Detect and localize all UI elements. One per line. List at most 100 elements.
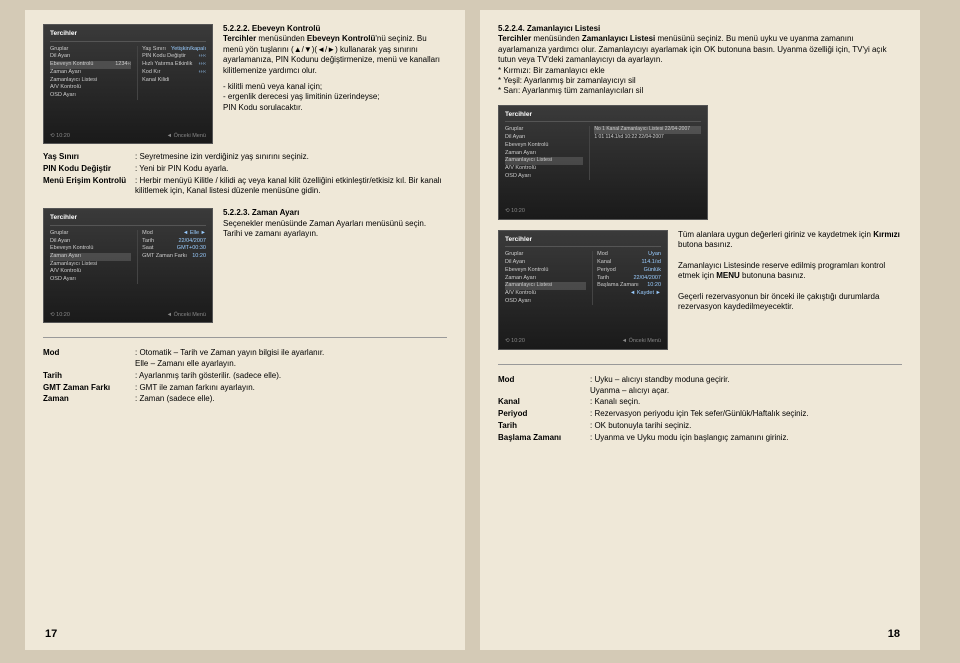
def-key: GMT Zaman Farkı xyxy=(43,383,135,394)
body-522: Tercihler menüsünden Ebeveyn Kontrolü'nü… xyxy=(223,34,447,76)
def-key: PIN Kodu Değiştir xyxy=(43,164,135,175)
list-row: 1 01 114.1/ıd 10:22 22/04-2007 xyxy=(594,134,701,142)
shot-title: Tercihler xyxy=(505,110,701,123)
heading-523: 5.2.2.3. Zaman Ayarı xyxy=(223,208,299,217)
shot-title: Tercihler xyxy=(505,235,661,248)
def-key: Zaman xyxy=(43,394,135,405)
section-522: Tercihler GruplarDil AyarıEbeveyn Kontro… xyxy=(43,24,447,144)
menu-item: OSD Ayarı xyxy=(505,173,583,181)
list-header: No 1 Kanal Zamanlayıcı Listesi 22/04-200… xyxy=(594,126,701,134)
menu-item: Ebeveyn Kontrolü1234‹‹ xyxy=(50,61,131,69)
submenu-item: SaatGMT+00:30 xyxy=(142,245,206,253)
submenu-item: Yaş SınırıYetişkin/kapalı xyxy=(142,46,206,54)
screenshot-parental: Tercihler GruplarDil AyarıEbeveyn Kontro… xyxy=(43,24,213,144)
submenu-item: Başlama Zamanı10:20 xyxy=(597,282,661,290)
def-key: Periyod xyxy=(498,409,590,420)
menu-item: Zamanlayıcı Listesi xyxy=(505,157,583,165)
submenu-item: Hızlı Yatırma Etkinlik‹‹‹‹ xyxy=(142,61,206,69)
menu-item: Zamanlayıcı Listesi xyxy=(505,282,586,290)
submenu-item: GMT Zaman Farkı10:20 xyxy=(142,253,206,261)
page-number: 18 xyxy=(888,628,900,640)
def-val: : OK butonuyla tarihi seçiniz. xyxy=(590,421,902,432)
def-val: : Kanalı seçin. xyxy=(590,397,902,408)
section-524-row2: Tercihler GruplarDil AyarıEbeveyn Kontro… xyxy=(498,230,902,350)
menu-item: Zaman Ayarı xyxy=(505,275,586,283)
note-522: - kilitli menü veya kanal için; - ergenl… xyxy=(223,82,447,113)
def-key: Kanal xyxy=(498,397,590,408)
section-524-para2: Tüm alanlara uygun değerleri giriniz ve … xyxy=(678,230,902,350)
menu-item: Gruplar xyxy=(50,46,131,54)
manual-page-left: Tercihler GruplarDil AyarıEbeveyn Kontro… xyxy=(25,10,465,650)
menu-item: Ebeveyn Kontrolü xyxy=(505,267,586,275)
submenu-item: Tarih22/04/2007 xyxy=(142,238,206,246)
def-val: : Yeni bir PIN Kodu ayarla. xyxy=(135,164,447,175)
section-522-text: 5.2.2.2. Ebeveyn Kontrolü Tercihler menü… xyxy=(223,24,447,144)
shot-time: ⟲ 10:20 xyxy=(505,208,525,214)
menu-item: OSD Ayarı xyxy=(505,298,586,306)
defs-523: Mod: Otomatik – Tarih ve Zaman yayın bil… xyxy=(43,348,447,405)
submenu-item: ◄ Kaydet ► xyxy=(597,290,661,298)
def-key: Tarih xyxy=(43,371,135,382)
def-val: : Rezervasyon periyodu için Tek sefer/Gü… xyxy=(590,409,902,420)
menu-item: Ebeveyn Kontrolü xyxy=(50,245,131,253)
menu-item: Dil Ayarı xyxy=(50,53,131,61)
def-val: : Ayarlanmış tarih gösterilir. (sadece e… xyxy=(135,371,447,382)
section-523: Tercihler GruplarDil AyarıEbeveyn Kontro… xyxy=(43,208,447,323)
body-523: Seçenekler menüsünde Zaman Ayarları menü… xyxy=(223,219,447,240)
menu-item: A/V Kontrolü xyxy=(505,290,586,298)
submenu-item: PIN Kodu Değiştir‹‹‹‹ xyxy=(142,53,206,61)
heading-522: 5.2.2.2. Ebeveyn Kontrolü xyxy=(223,24,320,33)
submenu-item: Kod Kır‹‹‹‹ xyxy=(142,69,206,77)
menu-item: Zaman Ayarı xyxy=(505,150,583,158)
screenshot-timer-list: Tercihler GruplarDil AyarıEbeveyn Kontro… xyxy=(498,105,708,220)
def-val: : Seyretmesine izin verdiğiniz yaş sınır… xyxy=(135,152,447,163)
menu-item: Gruplar xyxy=(505,251,586,259)
separator xyxy=(43,337,447,338)
heading-524: 5.2.2.4. Zamanlayıcı Listesi xyxy=(498,24,600,33)
menu-item: OSD Ayarı xyxy=(50,92,131,100)
submenu-item: Kanal114.1/ıd xyxy=(597,259,661,267)
def-key: Menü Erişim Kontrolü xyxy=(43,176,135,198)
shot-prev: ◄ Önceki Menü xyxy=(167,311,206,319)
def-val: : Otomatik – Tarih ve Zaman yayın bilgis… xyxy=(135,348,447,370)
menu-item: A/V Kontrolü xyxy=(50,268,131,276)
submenu-item: Mod◄ Elle ► xyxy=(142,230,206,238)
screenshot-time: Tercihler GruplarDil AyarıEbeveyn Kontro… xyxy=(43,208,213,323)
shot-prev: ◄ Önceki Menü xyxy=(167,132,206,140)
menu-item: A/V Kontrolü xyxy=(505,165,583,173)
para2-524: Tüm alanlara uygun değerleri giriniz ve … xyxy=(678,230,902,313)
shot-title: Tercihler xyxy=(50,213,206,226)
def-key: Mod xyxy=(498,375,590,397)
menu-item: Gruplar xyxy=(50,230,131,238)
def-val: : Zaman (sadece elle). xyxy=(135,394,447,405)
def-val: : GMT ile zaman farkını ayarlayın. xyxy=(135,383,447,394)
section-524-text: 5.2.2.4. Zamanlayıcı Listesi Tercihler m… xyxy=(498,24,902,97)
shot-prev: ◄ Önceki Menü xyxy=(622,337,661,345)
page-number: 17 xyxy=(45,628,57,640)
menu-item: Ebeveyn Kontrolü xyxy=(505,142,583,150)
shot-time: ⟲ 10:20 xyxy=(50,133,70,139)
def-key: Tarih xyxy=(498,421,590,432)
def-key: Yaş Sınırı xyxy=(43,152,135,163)
menu-item: Gruplar xyxy=(505,126,583,134)
screenshot-timer-edit: Tercihler GruplarDil AyarıEbeveyn Kontro… xyxy=(498,230,668,350)
submenu-item: PeriyodGünlük xyxy=(597,267,661,275)
defs-524: Mod: Uyku – alıcıyı standby moduna geçir… xyxy=(498,375,902,444)
def-val: : Uyku – alıcıyı standby moduna geçirir.… xyxy=(590,375,902,397)
shot-time: ⟲ 10:20 xyxy=(50,312,70,318)
menu-item: Dil Ayarı xyxy=(505,134,583,142)
menu-item: OSD Ayarı xyxy=(50,276,131,284)
def-key: Başlama Zamanı xyxy=(498,433,590,444)
section-523-text: 5.2.2.3. Zaman Ayarı Seçenekler menüsünd… xyxy=(223,208,447,323)
menu-item: Dil Ayarı xyxy=(50,238,131,246)
menu-item: A/V Kontrolü xyxy=(50,84,131,92)
submenu-item: Tarih22/04/2007 xyxy=(597,275,661,283)
menu-item: Zamanlayıcı Listesi xyxy=(50,261,131,269)
menu-item: Zamanlayıcı Listesi xyxy=(50,77,131,85)
menu-item: Zaman Ayarı xyxy=(50,253,131,261)
menu-item: Dil Ayarı xyxy=(505,259,586,267)
shot-title: Tercihler xyxy=(50,29,206,42)
def-key: Mod xyxy=(43,348,135,370)
manual-page-right: 5.2.2.4. Zamanlayıcı Listesi Tercihler m… xyxy=(480,10,920,650)
body-524: Tercihler menüsünden Zamanlayıcı Listesi… xyxy=(498,34,902,96)
